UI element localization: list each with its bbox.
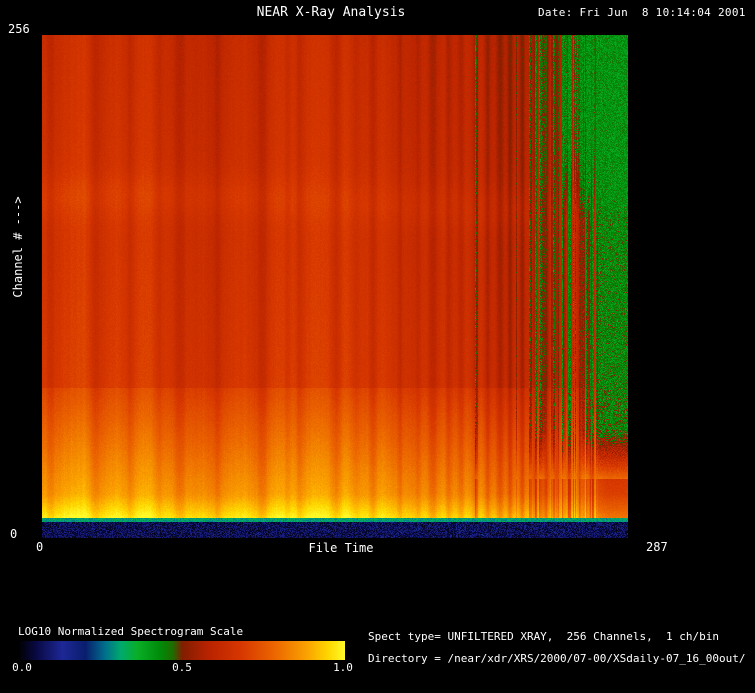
x-axis-title: File Time (308, 541, 374, 555)
colorbar-gradient (20, 641, 345, 660)
date-label: Date: Fri Jun 8 10:14:04 2001 (538, 6, 746, 19)
directory-line: Directory = /near/xdr/XRS/2000/07-00/XSd… (368, 652, 746, 665)
spect-type-line: Spect type= UNFILTERED XRAY, 256 Channel… (368, 630, 719, 643)
y-axis-max-label: 256 (8, 22, 30, 36)
y-axis-min-label: 0 (10, 527, 18, 541)
colorbar-tick-2: 1.0 (333, 661, 353, 674)
colorbar-title: LOG10 Normalized Spectrogram Scale (18, 625, 244, 638)
plot-title: NEAR X-Ray Analysis (256, 5, 406, 20)
y-axis-title: Channel # ---> (11, 196, 25, 298)
spectrogram-heatmap (42, 35, 628, 538)
colorbar-tick-0: 0.0 (12, 661, 32, 674)
x-axis-min-label: 0 (36, 540, 44, 554)
colorbar-tick-1: 0.5 (172, 661, 192, 674)
x-axis-max-label: 287 (646, 540, 668, 554)
